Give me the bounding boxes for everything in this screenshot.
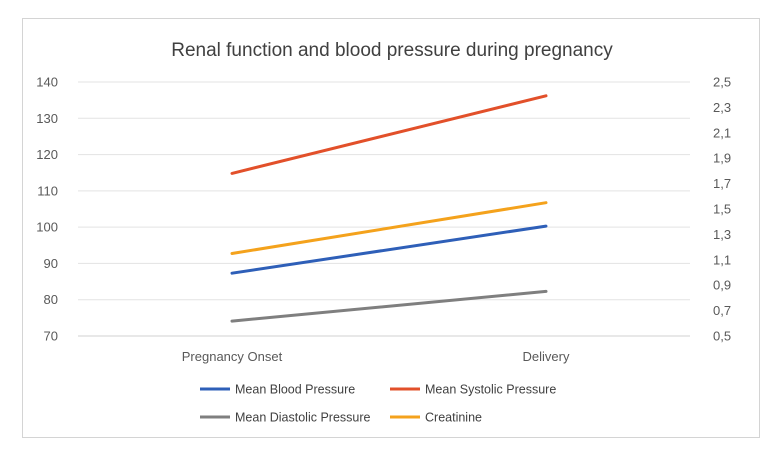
- x-axis: Pregnancy Onset Delivery: [182, 349, 570, 364]
- right-tick-label: 1,3: [713, 227, 731, 242]
- legend-label: Mean Systolic Pressure: [425, 383, 556, 397]
- gridlines: [78, 81, 690, 337]
- left-tick-label: 100: [36, 220, 58, 235]
- legend-item: Mean Blood Pressure: [200, 383, 355, 397]
- series-line-mean-diastolic-pressure: [230, 289, 548, 323]
- x-tick-label: Delivery: [523, 349, 570, 364]
- series-line-creatinine: [230, 201, 548, 255]
- legend: Mean Blood Pressure Mean Systolic Pressur…: [200, 383, 556, 425]
- legend-label: Mean Blood Pressure: [235, 383, 355, 397]
- right-tick-label: 0,9: [713, 278, 731, 293]
- legend-item: Mean Systolic Pressure: [390, 383, 556, 397]
- right-tick-label: 1,5: [713, 202, 731, 217]
- left-tick-label: 130: [36, 111, 58, 126]
- right-tick-label: 2,1: [713, 125, 731, 140]
- legend-item: Creatinine: [390, 411, 482, 425]
- right-axis: 0,5 0,7 0,9 1,1 1,3 1,5 1,7 1,9 2,1 2,3 2,5: [713, 75, 731, 344]
- right-tick-label: 2,5: [713, 75, 731, 90]
- left-tick-label: 110: [37, 183, 58, 198]
- legend-item: Mean Diastolic Pressure: [200, 411, 371, 425]
- left-axis: 70 80 90 100 110 120 130 140: [36, 75, 58, 344]
- chart-title: Renal function and blood pressure during…: [171, 40, 613, 61]
- legend-label: Mean Diastolic Pressure: [235, 411, 371, 425]
- legend-label: Creatinine: [425, 411, 482, 425]
- left-tick-label: 90: [44, 256, 58, 271]
- left-tick-label: 80: [44, 292, 58, 307]
- right-tick-label: 0,5: [713, 329, 731, 344]
- left-tick-label: 120: [36, 147, 58, 162]
- left-tick-label: 70: [44, 329, 58, 344]
- series-line-mean-systolic-pressure: [230, 94, 548, 175]
- right-tick-label: 0,7: [713, 303, 731, 318]
- right-tick-label: 1,9: [713, 151, 731, 166]
- x-tick-label: Pregnancy Onset: [182, 349, 283, 364]
- right-tick-label: 1,1: [713, 252, 731, 267]
- left-tick-label: 140: [36, 75, 58, 90]
- right-tick-label: 1,7: [713, 176, 731, 191]
- right-tick-label: 2,3: [713, 100, 731, 115]
- series-lines: [230, 94, 548, 323]
- series-line-mean-blood-pressure: [230, 224, 548, 275]
